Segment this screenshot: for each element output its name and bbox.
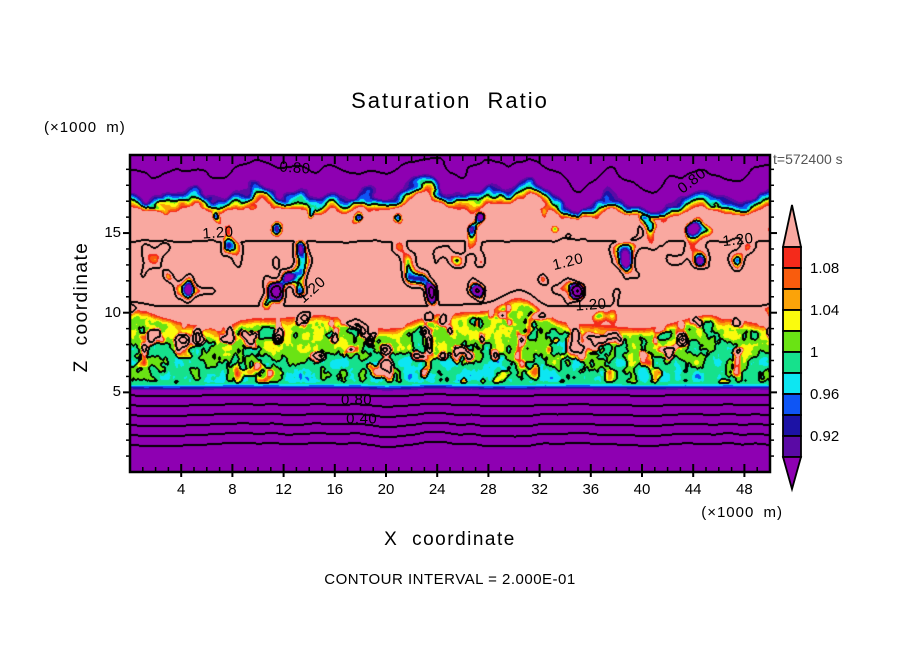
colorbar-tick-label: 1.08: [810, 260, 839, 277]
z-tick-label: 5: [112, 383, 121, 401]
x-tick-label: 12: [275, 481, 292, 498]
colorbar-tick-label: 0.96: [810, 386, 839, 403]
contour-label: 1.20: [721, 230, 755, 251]
x-tick-label: 24: [428, 481, 446, 498]
colorbar-tick-label: 0.92: [810, 428, 839, 445]
contour-label: 0.80: [340, 391, 373, 409]
x-tick-label: 28: [480, 481, 497, 498]
colorbar-tick-label: 1: [810, 344, 818, 361]
x-tick-label: 4: [177, 481, 186, 498]
contour-label: 0.80: [278, 158, 312, 178]
x-tick-label: 8: [228, 481, 237, 498]
contour-label: 1.20: [202, 223, 235, 243]
x-axis-title: X coordinate: [384, 529, 516, 550]
x-tick-label: 44: [684, 481, 702, 498]
z-axis-title: Z coordinate: [71, 241, 92, 373]
x-tick-label: 32: [531, 481, 548, 498]
x-tick-label: 40: [633, 481, 651, 498]
contour-interval-note: CONTOUR INTERVAL = 2.000E-01: [324, 571, 576, 588]
colorbar-tick-label: 1.04: [810, 302, 839, 319]
z-axis-units: (×1000 m): [44, 119, 126, 136]
contour-plot: 0.80 0.80 1.20 1.20 1.20 1.20 1.20 0.80 0.40: [130, 155, 770, 472]
x-tick-label: 48: [736, 481, 753, 498]
plot-title: Saturation Ratio: [351, 88, 549, 113]
x-tick-label: 36: [582, 481, 600, 498]
contour-label: 0.40: [346, 410, 378, 428]
contour-field-canvas: [130, 155, 770, 472]
colorbar: 1.08 1.04 1 0.96 0.92: [781, 204, 839, 493]
x-tick-label: 16: [326, 481, 344, 498]
x-tick-label: 20: [377, 481, 395, 498]
z-tick-label: 15: [104, 224, 121, 242]
z-tick-label: 10: [104, 303, 121, 321]
x-axis-units: (×1000 m): [701, 504, 783, 521]
time-annotation: t=572400 s: [773, 151, 843, 167]
contour-label: 1.20: [574, 295, 607, 315]
